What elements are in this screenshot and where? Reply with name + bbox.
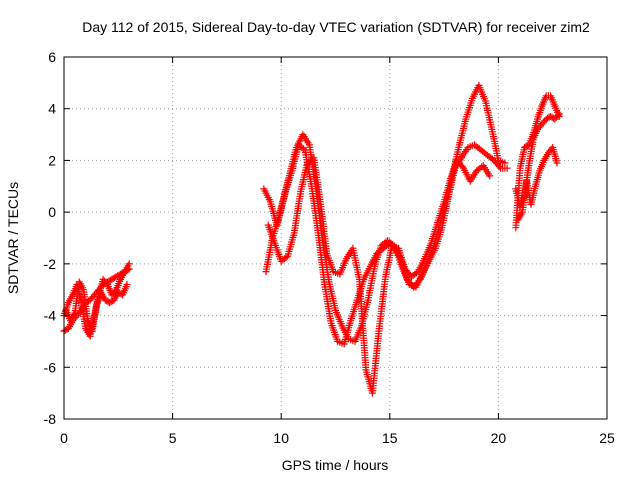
series-track-f [264, 154, 494, 397]
x-tick-label: 5 [169, 430, 177, 446]
data-point-markers [62, 278, 131, 335]
x-tick-label: 0 [60, 430, 68, 446]
data-point-markers [514, 144, 561, 224]
x-tick-label: 20 [491, 430, 507, 446]
data-point-markers [512, 92, 563, 232]
data-point-markers [264, 154, 494, 397]
x-tick-label: 10 [273, 430, 289, 446]
data-points [60, 81, 563, 397]
chart-title: Day 112 of 2015, Sidereal Day-to-day VTE… [82, 19, 590, 35]
series-track-i [514, 144, 561, 224]
y-tick-label: -4 [44, 308, 57, 324]
axis-ticks: 0 5 10 15 20 25 -8 -6 -4 -2 0 2 4 6 [44, 49, 615, 446]
series-track-g [512, 92, 563, 232]
plot-frame [63, 56, 608, 420]
y-tick-label: -6 [44, 359, 57, 375]
y-tick-label: 2 [48, 152, 56, 168]
y-tick-label: -8 [44, 411, 57, 427]
y-tick-label: -2 [44, 256, 57, 272]
x-tick-label: 15 [382, 430, 398, 446]
y-tick-label: 4 [48, 101, 56, 117]
series-track-c [62, 278, 131, 335]
x-tick-label: 25 [599, 430, 615, 446]
x-axis-label: GPS time / hours [282, 457, 389, 473]
y-tick-label: 6 [48, 49, 56, 65]
y-tick-label: 0 [48, 204, 56, 220]
y-axis-label: SDTVAR / TECUs [5, 182, 21, 294]
